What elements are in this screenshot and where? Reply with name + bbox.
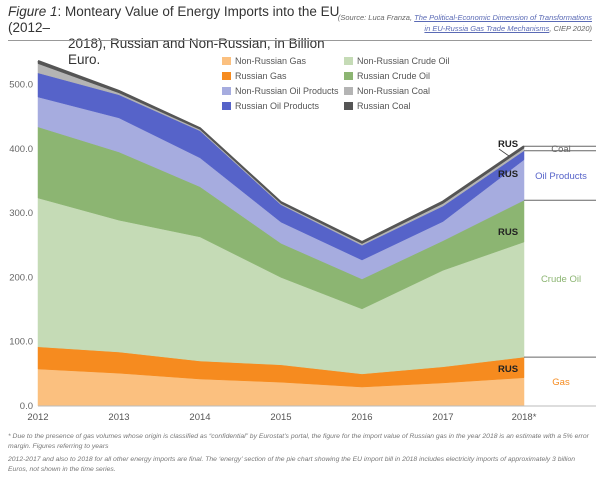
x-tick-label: 2015 (270, 412, 291, 423)
source-citation: (Source: Luca Franza, The Political-Econ… (332, 12, 592, 34)
legend-item-non-russian-gas: Non-Russian Gas (222, 56, 306, 66)
x-tick-label: 2012 (27, 412, 48, 423)
legend-swatch (344, 57, 353, 65)
y-tick-label: 200.0 (9, 272, 33, 283)
title-line-1: : Monteary Value of Energy Imports into … (8, 4, 340, 35)
rus-label: RUS (498, 364, 518, 375)
x-tick-label: 2013 (108, 412, 129, 423)
legend-swatch (222, 57, 231, 65)
legend-label: Non-Russian Oil Products (235, 86, 339, 96)
group-label-gas: Gas (552, 377, 570, 388)
footnote-1: * Due to the presence of gas volumes who… (8, 433, 589, 450)
legend-swatch (222, 72, 231, 80)
rus-leader-line (498, 148, 510, 157)
y-tick-label: 100.0 (9, 337, 33, 348)
legend-swatch (344, 102, 353, 110)
legend-item-non-russian-crude-oil: Non-Russian Crude Oil (344, 56, 450, 66)
source-prefix: (Source: Luca Franza, (337, 13, 415, 22)
total-outline (37, 60, 525, 244)
y-tick-label: 0.0 (20, 401, 33, 412)
y-tick-label: 300.0 (9, 208, 33, 219)
legend-item-russian-gas: Russian Gas (222, 71, 287, 81)
legend-label: Russian Oil Products (235, 101, 320, 111)
legend-swatch (344, 72, 353, 80)
legend-swatch (222, 102, 231, 110)
legend-label: Non-Russian Gas (235, 56, 307, 66)
stacked-area-chart: 0.0 100.0 200.0 300.0 400.0 500.0 2012 2013 2014… (9, 60, 596, 423)
source-suffix: , CIEP 2020) (549, 24, 592, 33)
legend-item-non-russian-coal: Non-Russian Coal (344, 86, 430, 96)
legend-label: Russian Crude Oil (357, 71, 431, 81)
footnote-2: 2012-2017 and also to 2018 for all other… (8, 456, 576, 473)
legend-label: Russian Coal (357, 101, 411, 111)
rus-label: RUS (498, 169, 518, 180)
group-label-crude-oil: Crude Oil (541, 274, 581, 285)
x-tick-label: 2018* (512, 412, 537, 423)
x-tick-label: 2014 (189, 412, 210, 423)
group-label-oil-products: Oil Products (535, 171, 587, 182)
legend-label: Non-Russian Crude Oil (357, 56, 450, 66)
legend-swatch (222, 87, 231, 95)
legend-item-russian-crude-oil: Russian Crude Oil (344, 71, 430, 81)
legend-item-non-russian-oil-products: Non-Russian Oil Products (222, 86, 339, 96)
y-tick-label: 500.0 (9, 80, 33, 91)
title-line-2: 2018), Russian and Non-Russian, in Billi… (68, 36, 325, 67)
y-tick-label: 400.0 (9, 144, 33, 155)
x-tick-label: 2017 (432, 412, 453, 423)
legend-label: Russian Gas (235, 71, 287, 81)
legend-label: Non-Russian Coal (357, 86, 431, 96)
header-divider (8, 40, 592, 41)
source-link[interactable]: The Political-Economic Dimension of Tran… (414, 13, 592, 33)
legend-item-russian-oil-products: Russian Oil Products (222, 101, 319, 111)
figure-label: Figure 1 (8, 4, 58, 19)
rus-label: RUS (498, 139, 518, 150)
legend-item-russian-coal: Russian Coal (344, 101, 411, 111)
legend-swatch (344, 87, 353, 95)
x-tick-label: 2016 (351, 412, 372, 423)
chart-title: Figure 1: Monteary Value of Energy Impor… (8, 4, 348, 68)
group-label-coal: Coal (551, 144, 571, 155)
rus-label: RUS (498, 227, 518, 238)
